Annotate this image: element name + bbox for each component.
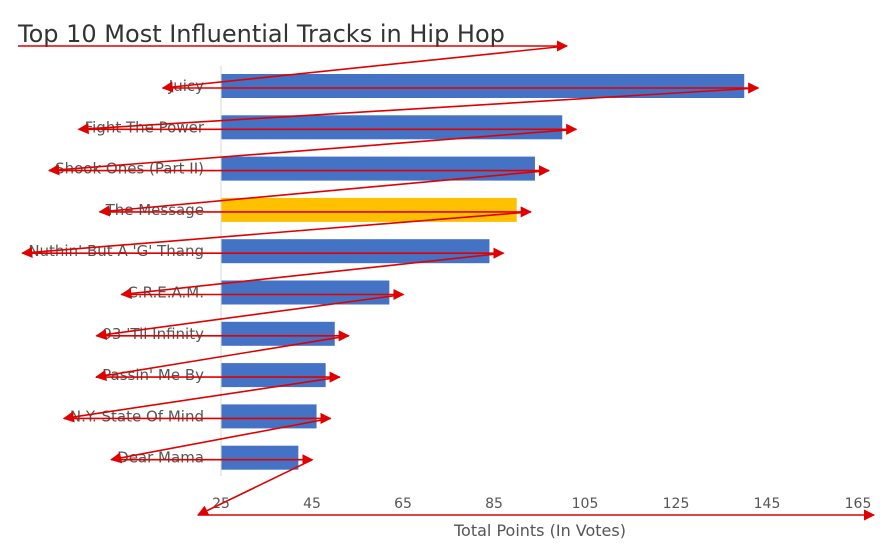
category-label: Nuthin' But A 'G' Thang	[28, 242, 204, 260]
annotation-arrow	[95, 335, 349, 382]
bar	[221, 445, 299, 470]
annotation-arrow	[110, 417, 331, 464]
x-tick-labels: 25456585105125145165	[212, 496, 871, 512]
bar	[221, 363, 326, 388]
category-label: N.Y. State Of Mind	[70, 407, 204, 425]
x-tick-label: 85	[485, 496, 503, 512]
x-tick-label: 165	[845, 496, 872, 512]
chart-title: Top 10 Most Influential Tracks in Hip Ho…	[17, 20, 505, 48]
annotation-arrow	[120, 252, 504, 299]
annotation-arrow	[21, 211, 531, 258]
annotation-arrow	[62, 376, 340, 423]
annotation-arrow	[196, 458, 313, 516]
bars-group	[221, 74, 745, 470]
annotation-arrows	[18, 40, 876, 521]
annotation-arrow	[161, 45, 568, 93]
annotation-arrow	[77, 87, 759, 135]
bar	[221, 321, 335, 346]
x-axis-title: Total Points (In Votes)	[453, 521, 626, 540]
bar	[221, 280, 390, 305]
bar	[221, 115, 563, 140]
category-label: Shook Ones (Part II)	[55, 160, 204, 178]
annotation-arrow	[95, 293, 404, 341]
category-label: 93 'Til Infinity	[102, 325, 204, 343]
annotation-arrow	[98, 169, 550, 217]
bar	[221, 197, 517, 222]
x-tick-label: 45	[303, 496, 321, 512]
annotation-arrow	[47, 128, 577, 176]
x-tick-label: 65	[394, 496, 412, 512]
bar	[221, 404, 317, 429]
x-tick-label: 145	[754, 496, 781, 512]
x-tick-label: 105	[572, 496, 599, 512]
category-label: The Message	[105, 201, 204, 219]
category-label: Passin' Me By	[102, 366, 204, 384]
category-label: Dear Mama	[117, 449, 204, 467]
x-tick-label: 125	[663, 496, 690, 512]
